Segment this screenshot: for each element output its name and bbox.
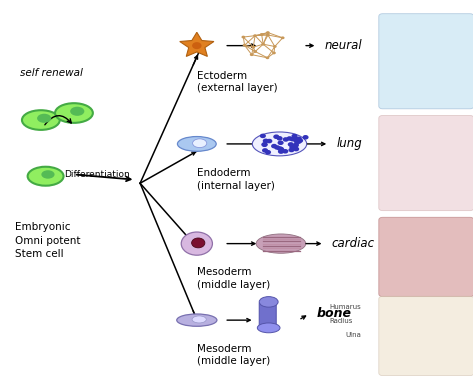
Text: lung: lung: [336, 138, 362, 150]
Circle shape: [263, 139, 269, 143]
Text: Mesoderm
(middle layer): Mesoderm (middle layer): [197, 344, 270, 366]
Ellipse shape: [192, 316, 206, 323]
Circle shape: [292, 137, 299, 141]
FancyBboxPatch shape: [259, 302, 276, 329]
Circle shape: [292, 144, 298, 149]
Text: Ectoderm
(external layer): Ectoderm (external layer): [197, 71, 277, 93]
Circle shape: [292, 134, 298, 138]
Circle shape: [262, 148, 268, 153]
Circle shape: [287, 136, 292, 141]
Circle shape: [297, 138, 303, 143]
Circle shape: [251, 46, 255, 49]
Circle shape: [273, 135, 279, 139]
Circle shape: [278, 147, 284, 152]
FancyBboxPatch shape: [379, 115, 474, 211]
Circle shape: [282, 149, 288, 153]
Circle shape: [191, 238, 205, 248]
Circle shape: [273, 45, 277, 48]
Circle shape: [262, 143, 268, 147]
Circle shape: [265, 57, 269, 59]
Text: bone: bone: [317, 307, 351, 320]
Ellipse shape: [192, 139, 207, 148]
Circle shape: [289, 145, 295, 149]
Circle shape: [278, 149, 284, 154]
Ellipse shape: [252, 132, 307, 156]
Ellipse shape: [177, 136, 216, 151]
Ellipse shape: [55, 103, 93, 123]
Polygon shape: [180, 32, 214, 57]
Circle shape: [293, 143, 299, 147]
Circle shape: [296, 136, 302, 141]
Circle shape: [243, 44, 246, 47]
Circle shape: [288, 142, 294, 147]
Text: self renewal: self renewal: [19, 68, 82, 78]
Circle shape: [283, 137, 289, 142]
Ellipse shape: [27, 167, 64, 186]
Text: Differentiation: Differentiation: [64, 170, 130, 179]
FancyBboxPatch shape: [379, 217, 474, 297]
Text: Ulna: Ulna: [346, 332, 362, 338]
Circle shape: [265, 150, 271, 155]
Circle shape: [241, 36, 245, 38]
Circle shape: [253, 34, 257, 37]
Ellipse shape: [70, 107, 84, 116]
Text: Embryonic
Omni potent
Stem cell: Embryonic Omni potent Stem cell: [15, 222, 81, 259]
Text: Mesoderm
(middle layer): Mesoderm (middle layer): [197, 268, 270, 290]
Text: Humarus: Humarus: [329, 304, 361, 310]
Ellipse shape: [256, 234, 306, 253]
Circle shape: [181, 232, 212, 255]
Circle shape: [302, 135, 309, 139]
Ellipse shape: [257, 323, 280, 333]
Text: cardiac: cardiac: [331, 237, 374, 250]
Circle shape: [288, 148, 294, 152]
Circle shape: [261, 43, 265, 46]
Circle shape: [293, 147, 299, 151]
Circle shape: [192, 42, 201, 49]
Circle shape: [253, 50, 257, 53]
Circle shape: [281, 37, 284, 39]
Text: neural: neural: [324, 39, 362, 52]
Ellipse shape: [22, 110, 60, 130]
Circle shape: [266, 31, 270, 34]
Circle shape: [274, 145, 280, 150]
Circle shape: [266, 139, 273, 143]
Circle shape: [272, 52, 276, 54]
Text: Radius: Radius: [329, 318, 353, 324]
Ellipse shape: [37, 114, 51, 123]
Circle shape: [290, 137, 296, 141]
Circle shape: [278, 141, 283, 145]
Circle shape: [250, 53, 254, 56]
Circle shape: [293, 139, 300, 143]
Ellipse shape: [177, 314, 217, 326]
Circle shape: [266, 34, 270, 37]
Ellipse shape: [41, 170, 55, 179]
Circle shape: [262, 142, 268, 147]
FancyBboxPatch shape: [379, 296, 474, 375]
Circle shape: [277, 146, 283, 151]
Circle shape: [295, 139, 301, 144]
FancyBboxPatch shape: [379, 14, 474, 109]
Ellipse shape: [259, 297, 278, 307]
Circle shape: [276, 136, 283, 141]
Circle shape: [260, 33, 264, 36]
Circle shape: [260, 133, 266, 138]
Text: Endoderm
(internal layer): Endoderm (internal layer): [197, 169, 275, 191]
Circle shape: [271, 144, 277, 149]
